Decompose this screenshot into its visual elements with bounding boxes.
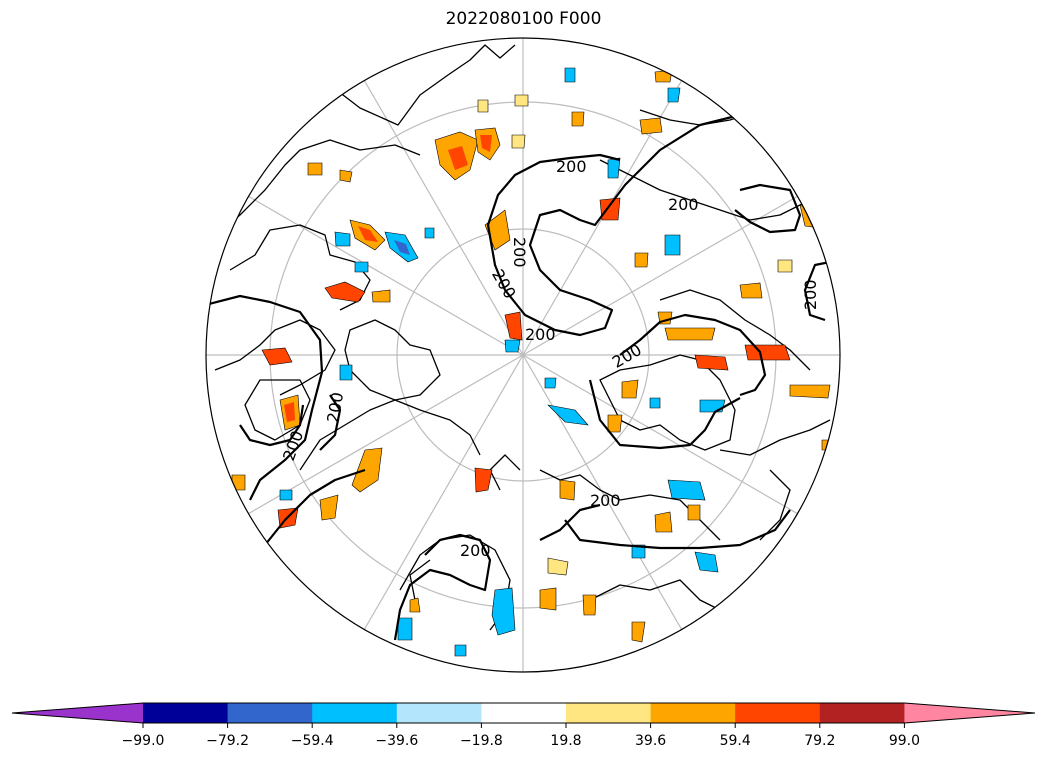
contour-label: 200 [525,325,556,344]
colorbar-tick-label: −99.0 [122,733,165,749]
contour-label: 200 [590,491,621,510]
contour-label: 200 [510,237,529,268]
colorbar-tick-label: −19.8 [460,733,503,749]
colorbar-extend-low [12,703,143,723]
colorbar-bin [650,703,736,723]
colorbar-bin [396,703,482,723]
colorbar-tick-label: 19.8 [550,733,581,749]
colorbar-tick-label: −59.4 [291,733,334,749]
map-boundary [205,37,841,673]
colorbar-tick-label: 79.2 [804,733,835,749]
contour-label: 200 [323,391,347,424]
colorbar-bin [819,703,905,723]
colorbar-bin [481,703,567,723]
colorbar-extend-high [904,703,1035,723]
colorbar-tick-label: 59.4 [720,733,751,749]
colorbar-tick-label: −79.2 [206,733,249,749]
contour-labels: 200 200 200 200 200 200 200 200 200 200 … [279,157,820,560]
colorbar-tick-label: −39.6 [375,733,418,749]
plot-title: 2022080100 F000 [445,9,602,29]
colorbar-bin [227,703,313,723]
polar-map: 200 200 200 200 200 200 200 200 200 200 … [205,37,841,673]
colorbar-bin [312,703,398,723]
contour-lines [206,108,840,641]
contour-label: 200 [488,266,520,302]
contour-label: 200 [801,279,820,310]
colorbar-bin [735,703,821,723]
anomaly-fills [231,67,831,657]
colorbar-tick-label: 39.6 [635,733,666,749]
colorbar-bin [566,703,652,723]
contour-label: 200 [668,195,699,214]
contour-label: 200 [279,428,307,463]
contour-label: 200 [556,157,587,176]
colorbar-tick-label: 99.0 [889,733,920,749]
colorbar-bin [143,703,229,723]
contour-label: 200 [460,541,491,560]
colorbar: −99.0 −79.2 −59.4 −39.6 −19.8 19.8 39.6 59.4 79.… [11,702,1036,749]
